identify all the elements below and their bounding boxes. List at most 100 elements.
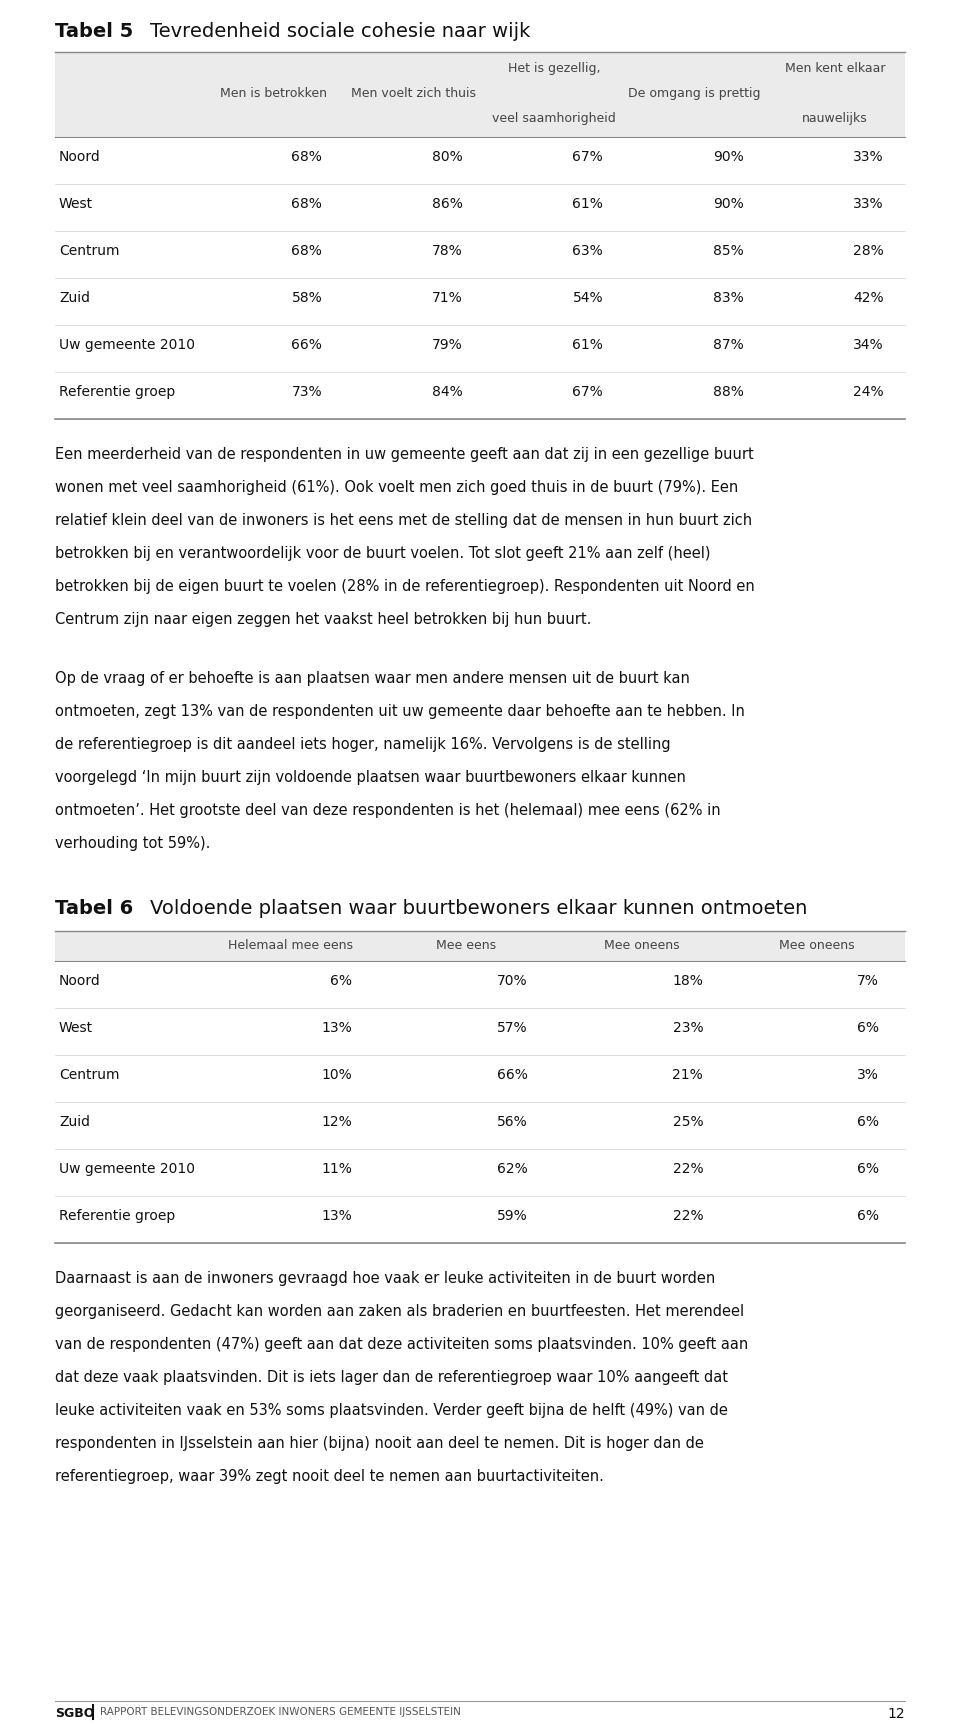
Text: Mee oneens: Mee oneens (604, 939, 680, 952)
Text: 13%: 13% (322, 1209, 352, 1223)
Text: betrokken bij de eigen buurt te voelen (28% in de referentiegroep). Respondenten: betrokken bij de eigen buurt te voelen (… (55, 579, 755, 594)
Text: 11%: 11% (322, 1162, 352, 1176)
Text: voorgelegd ‘In mijn buurt zijn voldoende plaatsen waar buurtbewoners elkaar kunn: voorgelegd ‘In mijn buurt zijn voldoende… (55, 770, 685, 786)
Text: Uw gemeente 2010: Uw gemeente 2010 (59, 1162, 195, 1176)
Text: 90%: 90% (712, 150, 744, 164)
Text: 66%: 66% (292, 338, 323, 352)
Text: 12%: 12% (322, 1116, 352, 1129)
Text: 80%: 80% (432, 150, 463, 164)
Text: 70%: 70% (497, 974, 528, 988)
Text: Zuid: Zuid (59, 1116, 90, 1129)
Text: West: West (59, 197, 93, 211)
Text: Zuid: Zuid (59, 290, 90, 304)
Text: Noord: Noord (59, 974, 101, 988)
Text: 57%: 57% (497, 1021, 528, 1034)
Text: Centrum: Centrum (59, 1067, 119, 1081)
Text: 34%: 34% (853, 338, 884, 352)
Text: veel saamhorigheid: veel saamhorigheid (492, 112, 616, 124)
Text: 71%: 71% (432, 290, 463, 304)
Text: 13%: 13% (322, 1021, 352, 1034)
Text: 63%: 63% (572, 244, 603, 257)
Text: Men voelt zich thuis: Men voelt zich thuis (351, 86, 476, 100)
Text: Men is betrokken: Men is betrokken (220, 86, 326, 100)
Text: Noord: Noord (59, 150, 101, 164)
Text: 85%: 85% (712, 244, 744, 257)
Text: relatief klein deel van de inwoners is het eens met de stelling dat de mensen in: relatief klein deel van de inwoners is h… (55, 513, 752, 528)
Text: 90%: 90% (712, 197, 744, 211)
Text: de referentiegroep is dit aandeel iets hoger, namelijk 16%. Vervolgens is de ste: de referentiegroep is dit aandeel iets h… (55, 737, 671, 753)
Text: 6%: 6% (856, 1116, 878, 1129)
Text: 33%: 33% (853, 197, 884, 211)
Text: 42%: 42% (853, 290, 884, 304)
Text: georganiseerd. Gedacht kan worden aan zaken als braderien en buurtfeesten. Het m: georganiseerd. Gedacht kan worden aan za… (55, 1304, 744, 1319)
Text: 88%: 88% (712, 385, 744, 399)
Bar (55, 52, 905, 136)
Text: 28%: 28% (853, 244, 884, 257)
Text: 6%: 6% (856, 1162, 878, 1176)
Text: nauwelijks: nauwelijks (802, 112, 868, 124)
Text: Daarnaast is aan de inwoners gevraagd hoe vaak er leuke activiteiten in de buurt: Daarnaast is aan de inwoners gevraagd ho… (55, 1271, 715, 1287)
Text: 7%: 7% (857, 974, 878, 988)
Text: verhouding tot 59%).: verhouding tot 59%). (55, 836, 210, 851)
Text: 62%: 62% (497, 1162, 528, 1176)
Text: 66%: 66% (497, 1067, 528, 1081)
Text: 10%: 10% (322, 1067, 352, 1081)
Text: Centrum: Centrum (59, 244, 119, 257)
Text: 23%: 23% (673, 1021, 703, 1034)
Text: wonen met veel saamhorigheid (61%). Ook voelt men zich goed thuis in de buurt (7: wonen met veel saamhorigheid (61%). Ook … (55, 480, 738, 496)
Text: De omgang is prettig: De omgang is prettig (628, 86, 760, 100)
Text: Helemaal mee eens: Helemaal mee eens (228, 939, 353, 952)
Text: 12: 12 (887, 1706, 905, 1722)
Text: Mee oneens: Mee oneens (780, 939, 855, 952)
Text: Voldoende plaatsen waar buurtbewoners elkaar kunnen ontmoeten: Voldoende plaatsen waar buurtbewoners el… (150, 900, 807, 919)
Text: Referentie groep: Referentie groep (59, 385, 176, 399)
Text: 86%: 86% (432, 197, 463, 211)
Text: 22%: 22% (673, 1162, 703, 1176)
Text: van de respondenten (47%) geeft aan dat deze activiteiten soms plaatsvinden. 10%: van de respondenten (47%) geeft aan dat … (55, 1337, 748, 1352)
Text: 68%: 68% (292, 244, 323, 257)
Text: 78%: 78% (432, 244, 463, 257)
Text: 25%: 25% (673, 1116, 703, 1129)
Text: Een meerderheid van de respondenten in uw gemeente geeft aan dat zij in een geze: Een meerderheid van de respondenten in u… (55, 447, 754, 463)
Text: 61%: 61% (572, 197, 603, 211)
Text: 79%: 79% (432, 338, 463, 352)
Text: Tabel 6: Tabel 6 (55, 900, 133, 919)
Text: 84%: 84% (432, 385, 463, 399)
Text: 18%: 18% (672, 974, 703, 988)
Text: RAPPORT BELEVINGSONDERZOEK INWONERS GEMEENTE IJSSELSTEIN: RAPPORT BELEVINGSONDERZOEK INWONERS GEME… (100, 1706, 461, 1717)
Text: ontmoeten, zegt 13% van de respondenten uit uw gemeente daar behoefte aan te heb: ontmoeten, zegt 13% van de respondenten … (55, 705, 745, 720)
Text: 6%: 6% (856, 1021, 878, 1034)
Text: ontmoeten’. Het grootste deel van deze respondenten is het (helemaal) mee eens (: ontmoeten’. Het grootste deel van deze r… (55, 803, 721, 819)
Text: respondenten in IJsselstein aan hier (bijna) nooit aan deel te nemen. Dit is hog: respondenten in IJsselstein aan hier (bi… (55, 1437, 704, 1451)
Text: SGBO: SGBO (55, 1706, 94, 1720)
Text: 21%: 21% (672, 1067, 703, 1081)
Text: referentiegroep, waar 39% zegt nooit deel te nemen aan buurtactiviteiten.: referentiegroep, waar 39% zegt nooit dee… (55, 1470, 604, 1483)
Text: 68%: 68% (292, 197, 323, 211)
Text: 56%: 56% (497, 1116, 528, 1129)
Text: leuke activiteiten vaak en 53% soms plaatsvinden. Verder geeft bijna de helft (4: leuke activiteiten vaak en 53% soms plaa… (55, 1402, 728, 1418)
Text: 54%: 54% (572, 290, 603, 304)
Text: 67%: 67% (572, 385, 603, 399)
Text: Tabel 5: Tabel 5 (55, 22, 133, 41)
Text: Men kent elkaar: Men kent elkaar (784, 62, 885, 74)
Text: Centrum zijn naar eigen zeggen het vaakst heel betrokken bij hun buurt.: Centrum zijn naar eigen zeggen het vaaks… (55, 611, 591, 627)
Text: 67%: 67% (572, 150, 603, 164)
Text: 87%: 87% (712, 338, 744, 352)
Text: Op de vraag of er behoefte is aan plaatsen waar men andere mensen uit de buurt k: Op de vraag of er behoefte is aan plaats… (55, 672, 690, 686)
Text: Mee eens: Mee eens (436, 939, 496, 952)
Text: 59%: 59% (497, 1209, 528, 1223)
Text: 68%: 68% (292, 150, 323, 164)
Text: 3%: 3% (857, 1067, 878, 1081)
Text: 6%: 6% (856, 1209, 878, 1223)
Text: Uw gemeente 2010: Uw gemeente 2010 (59, 338, 195, 352)
Text: 24%: 24% (853, 385, 884, 399)
Text: 73%: 73% (292, 385, 323, 399)
Text: Referentie groep: Referentie groep (59, 1209, 176, 1223)
Text: 6%: 6% (330, 974, 352, 988)
Text: Tevredenheid sociale cohesie naar wijk: Tevredenheid sociale cohesie naar wijk (150, 22, 530, 41)
Text: Het is gezellig,: Het is gezellig, (508, 62, 600, 74)
Text: 22%: 22% (673, 1209, 703, 1223)
Text: West: West (59, 1021, 93, 1034)
Text: 61%: 61% (572, 338, 603, 352)
Text: 33%: 33% (853, 150, 884, 164)
